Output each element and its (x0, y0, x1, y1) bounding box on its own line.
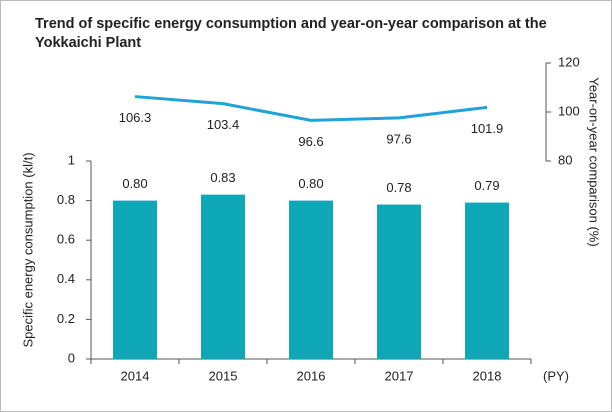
bar (377, 204, 421, 359)
bar-value-label: 0.78 (386, 180, 411, 195)
bar (289, 200, 333, 359)
x-tick-label: 2016 (297, 368, 326, 383)
line-series (134, 95, 488, 122)
chart-title: Trend of specific energy consumption and… (35, 16, 547, 51)
bar-value-label: 0.80 (122, 176, 147, 191)
line-value-label: 97.6 (386, 131, 411, 146)
x-tick-label: 2017 (385, 368, 414, 383)
x-tick-label: 2018 (473, 368, 502, 383)
y-tick-label: 0.2 (57, 311, 75, 326)
bar (465, 202, 509, 359)
bar (113, 200, 157, 359)
y-tick-label: 0 (68, 350, 75, 365)
y-tick-label: 0.6 (57, 232, 75, 247)
x-tick-label: 2014 (121, 368, 150, 383)
y2-tick-label: 100 (558, 103, 580, 118)
bar-value-label: 0.80 (298, 176, 323, 191)
bar (201, 194, 245, 359)
bar-value-label: 0.79 (474, 178, 499, 193)
line-value-label: 103.4 (207, 117, 240, 132)
line-value-label: 101.9 (471, 121, 504, 136)
y2-tick-label: 80 (558, 152, 572, 167)
y-axis-label: Specific energy consumption (kl/t) (20, 152, 35, 347)
y-tick-label: 0.4 (57, 271, 75, 286)
y2-axis-label: Year-on-year comparison (%) (587, 77, 602, 246)
y-tick-label: 0.8 (57, 192, 75, 207)
bar-value-label: 0.83 (210, 170, 235, 185)
x-tick-label: 2015 (209, 368, 238, 383)
y-tick-label: 1 (68, 152, 75, 167)
line-value-label: 106.3 (119, 110, 152, 125)
x-axis-label: (PY) (543, 368, 569, 383)
line-value-label: 96.6 (298, 134, 323, 149)
y2-tick-label: 120 (558, 54, 580, 69)
